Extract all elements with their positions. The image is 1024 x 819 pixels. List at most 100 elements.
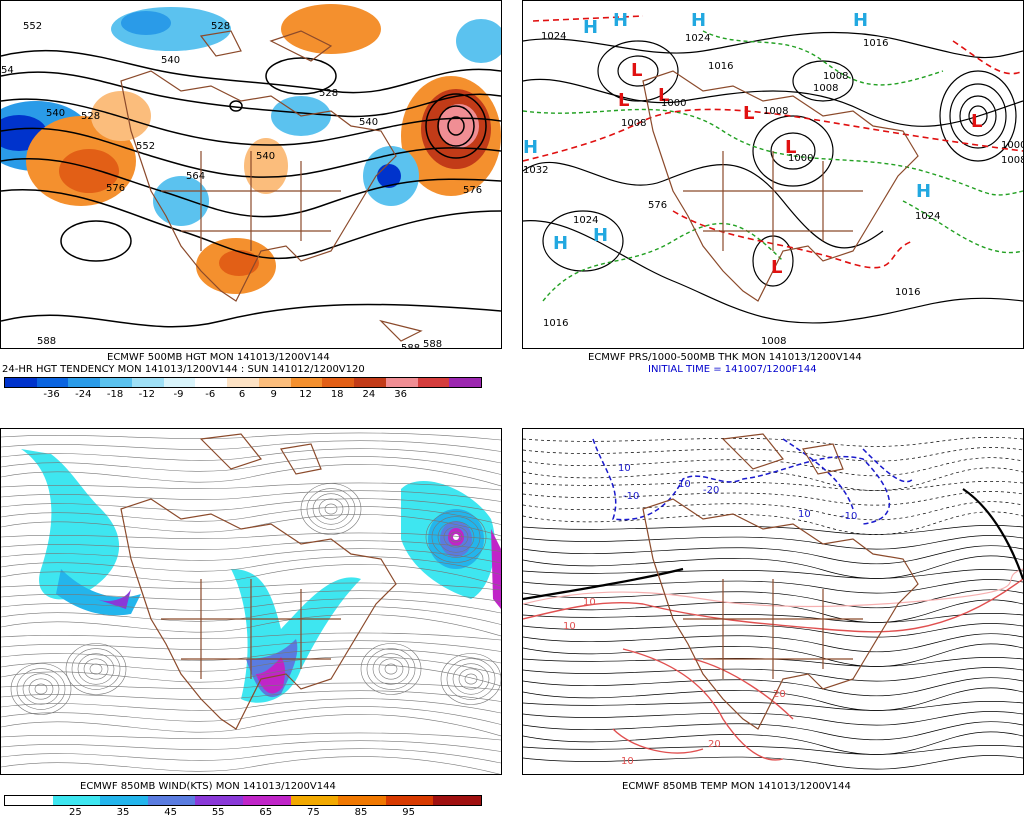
pressure-label: 1024 xyxy=(573,215,598,226)
colorbar-swatch xyxy=(417,378,450,387)
high-symbol: H xyxy=(691,10,706,31)
streamline xyxy=(1,698,501,714)
temp-label: 10 xyxy=(621,756,634,767)
pressure-label-group: 1024 1024 1016 1008 1000 1008 1032 1016 … xyxy=(523,31,1023,347)
streamline-eddy xyxy=(77,653,115,685)
isotherm-line xyxy=(523,744,1023,755)
colorbar-tick-label: 25 xyxy=(69,807,82,818)
isotherm-line xyxy=(523,555,1023,579)
isotherm-line xyxy=(523,501,1023,521)
colorbar-swatch xyxy=(195,796,243,805)
streamline-eddy xyxy=(360,643,422,695)
contour-label: 588 xyxy=(37,336,56,347)
isotherm-line xyxy=(523,524,1023,535)
temp-label: 20 xyxy=(708,739,721,750)
streamline xyxy=(1,482,501,491)
tendency-shading xyxy=(1,4,501,294)
streamline xyxy=(1,448,501,464)
colorbar-swatch xyxy=(242,796,291,805)
low-symbol: L xyxy=(658,85,669,106)
isotherm-line xyxy=(523,511,1023,535)
colorbar-tick-label: 12 xyxy=(299,389,312,400)
colorbar-tick-label: 18 xyxy=(330,389,344,400)
tendency-colorbar xyxy=(4,377,482,388)
colorbar-swatch xyxy=(163,378,196,387)
temp-field-svg: 10 10 10 -10 -20 -10 10 20 10 20 10 xyxy=(523,433,1023,770)
height-contours xyxy=(1,49,501,328)
temp-label: -10 xyxy=(841,511,857,522)
streamline xyxy=(1,564,501,587)
isotherm-line xyxy=(523,457,1023,477)
streamline-eddy xyxy=(22,673,60,705)
zero-isotherm xyxy=(523,488,1023,601)
temp-label: -10 xyxy=(623,491,639,502)
contour-label: 528 xyxy=(211,21,230,32)
streamline-eddy xyxy=(16,668,66,710)
isotherm-line xyxy=(523,436,1023,447)
high-symbol: H xyxy=(613,10,628,31)
streamline-eddy xyxy=(458,668,484,690)
isotherm-line xyxy=(523,667,1023,682)
temp-label: -20 xyxy=(703,485,719,496)
colorbar-tick-label: 95 xyxy=(402,807,415,818)
pressure-label: 1008 xyxy=(761,336,786,347)
streamline xyxy=(1,498,501,514)
panel-850mb-temp: 10 10 10 -10 -20 -10 10 20 10 20 10 ECMW… xyxy=(522,428,1024,819)
streamline xyxy=(1,464,501,487)
streamline xyxy=(1,556,501,575)
contour-label: 528 xyxy=(319,88,338,99)
panel-caption-line2: 24-HR HGT TENDENCY MON 141013/1200V144 :… xyxy=(2,364,365,375)
colorbar-swatch xyxy=(131,378,164,387)
high-symbol: H xyxy=(583,17,598,38)
colorbar-tick-label: -6 xyxy=(205,389,216,400)
low-symbol: L xyxy=(771,257,782,278)
high-symbol: H xyxy=(553,233,568,254)
contour-label: 552 xyxy=(23,21,42,32)
wind-colorbar xyxy=(4,795,482,806)
panel-caption: ECMWF 850MB WIND(KTS) MON 141013/1200V14… xyxy=(80,781,336,792)
map-pressure-thickness: H H H H H H H H L L L L L L L 1024 1024 … xyxy=(522,0,1024,349)
political-borders xyxy=(642,70,919,302)
streamline xyxy=(1,690,501,702)
streamline-eddy xyxy=(65,643,127,695)
temp-label: 20 xyxy=(773,689,786,700)
streamline xyxy=(1,540,501,552)
isotherm-line xyxy=(523,467,1023,491)
colorbar-swatch xyxy=(36,378,69,387)
colorbar-swatch xyxy=(100,796,148,805)
panel-500mb-height: 552 528 540 528 552 540 564 576 576 528 … xyxy=(0,0,502,406)
colorbar-swatch xyxy=(195,378,228,387)
thickness-dashed-green xyxy=(523,30,1023,302)
temp-label: 10 xyxy=(798,509,811,520)
streamline-eddy xyxy=(89,663,103,675)
colorbar-tick-label: 36 xyxy=(394,389,408,400)
colorbar-tick-label: 24 xyxy=(362,389,376,400)
isotherm-line xyxy=(523,700,1023,711)
cold-isotherms xyxy=(592,438,914,525)
isotherm-line xyxy=(523,545,1023,565)
temp-label-group: 10 10 10 -10 -20 -10 10 20 10 20 10 xyxy=(563,463,857,767)
streamline-eddy xyxy=(384,663,398,675)
colorbar-swatch xyxy=(52,796,101,805)
pressure-label: 1016 xyxy=(708,61,733,72)
streamline-eddy xyxy=(425,511,487,563)
contour-label: 54 xyxy=(1,65,14,76)
colorbar-swatch xyxy=(449,378,482,387)
colorbar-swatch xyxy=(354,378,386,387)
colorbar-swatch xyxy=(68,378,101,387)
pressure-centers: H H H H H H H H L L L L L L L xyxy=(523,10,982,278)
streamline xyxy=(1,748,501,764)
map-850mb-wind xyxy=(0,428,502,775)
contour-label: 540 xyxy=(359,117,378,128)
panel-caption-line1: ECMWF PRS/1000-500MB THK MON 141013/1200… xyxy=(588,352,862,363)
panel-caption-line2: INITIAL TIME = 141007/1200F144 xyxy=(648,364,817,375)
streamline-eddy xyxy=(440,653,501,705)
colorbar-swatch xyxy=(322,378,355,387)
streamline xyxy=(1,506,501,525)
streamline-eddy xyxy=(324,503,338,515)
contour-label: 564 xyxy=(186,171,205,182)
pressure-label: 1032 xyxy=(523,165,548,176)
tendency-colorbar-ticks: -36 -24 -18 -12 -9 -6 6 9 12 18 24 36 xyxy=(4,389,480,401)
colorbar-tick-label: -9 xyxy=(173,389,184,400)
streamline-eddy xyxy=(318,498,344,520)
